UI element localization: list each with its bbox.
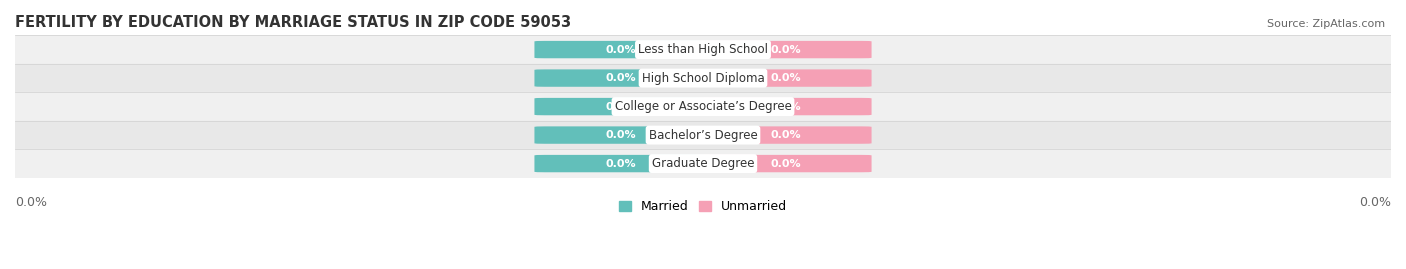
FancyBboxPatch shape: [534, 126, 706, 144]
Text: 0.0%: 0.0%: [605, 45, 636, 55]
Text: 0.0%: 0.0%: [605, 159, 636, 169]
Text: 0.0%: 0.0%: [770, 102, 801, 112]
Bar: [15, 149, 1391, 178]
Legend: Married, Unmarried: Married, Unmarried: [614, 197, 792, 217]
Text: 0.0%: 0.0%: [770, 130, 801, 140]
FancyBboxPatch shape: [700, 41, 872, 58]
Text: 0.0%: 0.0%: [605, 73, 636, 83]
Bar: [15, 35, 1391, 64]
Bar: [15, 64, 1391, 92]
FancyBboxPatch shape: [534, 98, 706, 115]
FancyBboxPatch shape: [700, 98, 872, 115]
Bar: [15, 121, 1391, 149]
Text: 0.0%: 0.0%: [605, 102, 636, 112]
Bar: [15, 92, 1391, 121]
Text: Bachelor’s Degree: Bachelor’s Degree: [648, 129, 758, 141]
Text: 0.0%: 0.0%: [770, 159, 801, 169]
Text: 0.0%: 0.0%: [1360, 196, 1391, 209]
Text: 0.0%: 0.0%: [15, 196, 46, 209]
FancyBboxPatch shape: [700, 126, 872, 144]
FancyBboxPatch shape: [534, 69, 706, 87]
Text: College or Associate’s Degree: College or Associate’s Degree: [614, 100, 792, 113]
FancyBboxPatch shape: [534, 41, 706, 58]
FancyBboxPatch shape: [700, 155, 872, 172]
Text: Less than High School: Less than High School: [638, 43, 768, 56]
Text: Source: ZipAtlas.com: Source: ZipAtlas.com: [1267, 19, 1385, 29]
FancyBboxPatch shape: [534, 155, 706, 172]
FancyBboxPatch shape: [700, 69, 872, 87]
Text: 0.0%: 0.0%: [770, 73, 801, 83]
Text: 0.0%: 0.0%: [770, 45, 801, 55]
Text: 0.0%: 0.0%: [605, 130, 636, 140]
Text: High School Diploma: High School Diploma: [641, 72, 765, 84]
Text: FERTILITY BY EDUCATION BY MARRIAGE STATUS IN ZIP CODE 59053: FERTILITY BY EDUCATION BY MARRIAGE STATU…: [15, 15, 571, 30]
Text: Graduate Degree: Graduate Degree: [652, 157, 754, 170]
